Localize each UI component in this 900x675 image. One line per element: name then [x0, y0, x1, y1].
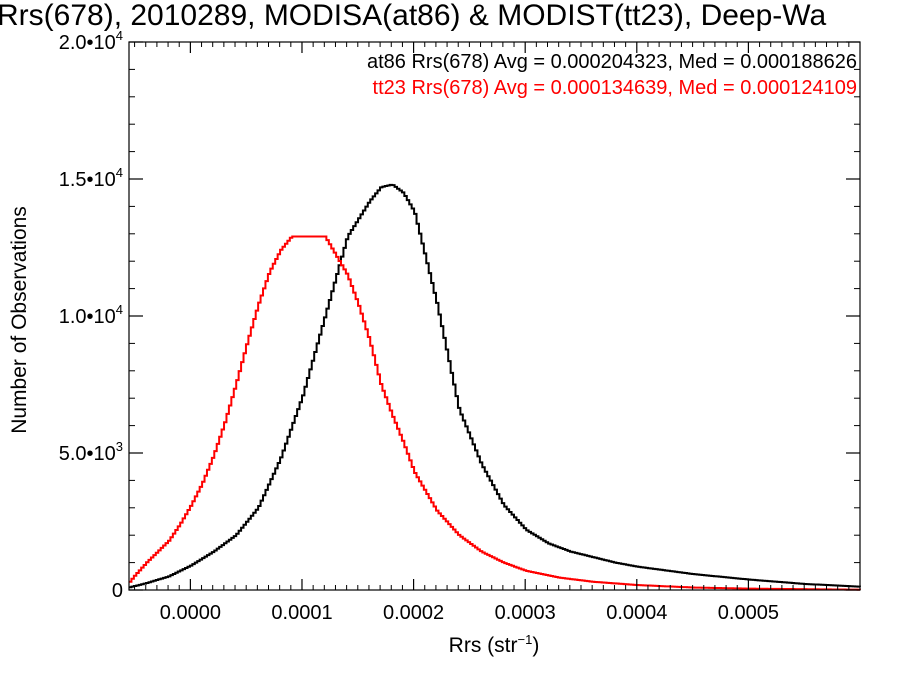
plot-area	[129, 183, 861, 591]
x-tick-label-0: 0.0000	[160, 602, 221, 624]
legend: at86 Rrs(678) Avg = 0.000204323, Med = 0…	[367, 51, 857, 99]
x-tick-label-1: 0.0001	[271, 602, 332, 624]
x-tick-label-3: 0.0003	[495, 602, 556, 624]
x-axis-label: Rrs (str−1)	[449, 632, 540, 657]
x-axis-label-tail: )	[532, 634, 539, 657]
series-line-1	[129, 235, 861, 591]
y-tick-label-0: 0	[112, 580, 123, 602]
y-axis-label: Number of Observations	[8, 206, 31, 434]
x-axis-label-main: Rrs (str	[449, 634, 518, 657]
y-tick-label-1: 5.0•103	[59, 439, 123, 465]
x-axis-label-sup: −1	[518, 632, 533, 647]
plot-frame	[128, 41, 861, 591]
chart-title: Rrs(678), 2010289, MODISA(at86) & MODIST…	[0, 0, 826, 32]
x-tick-label-5: 0.0005	[718, 602, 779, 624]
legend-entry-1: tt23 Rrs(678) Avg = 0.000134639, Med = 0…	[373, 77, 857, 99]
x-tick-label-4: 0.0004	[606, 602, 667, 624]
x-tick-label-2: 0.0002	[383, 602, 444, 624]
series-line-0	[129, 183, 861, 589]
axes: 0.0000 0.0001 0.0002 0.0003 0.0004 0.0005 0 5.0…	[59, 28, 861, 624]
y-tick-label-3: 1.5•104	[59, 165, 123, 191]
y-tick-label-2: 1.0•104	[59, 302, 123, 328]
y-tick-label-4: 2.0•104	[59, 28, 123, 54]
legend-entry-0: at86 Rrs(678) Avg = 0.000204323, Med = 0…	[367, 51, 857, 73]
